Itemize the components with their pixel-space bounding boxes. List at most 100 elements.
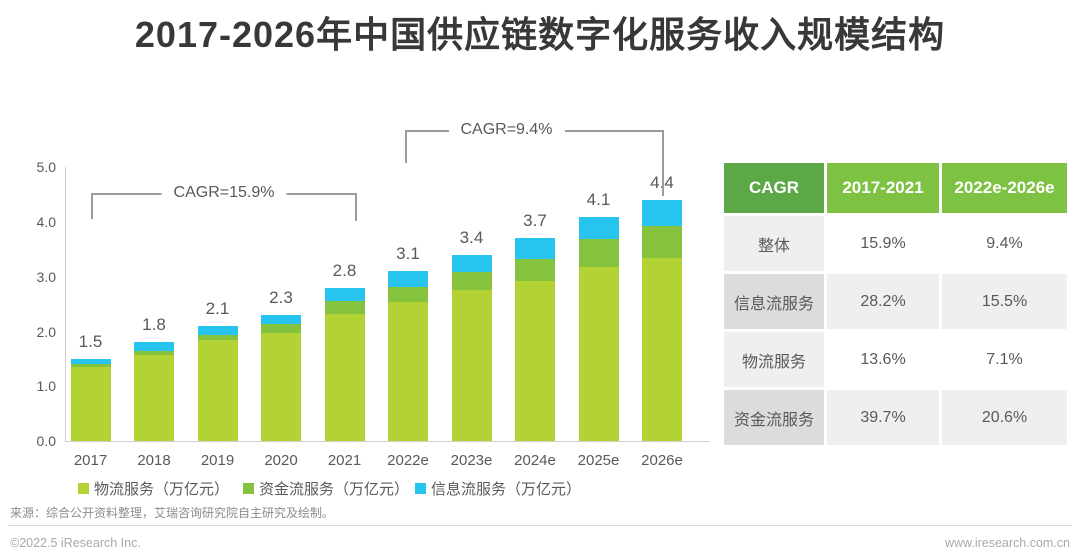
y-axis-line xyxy=(65,167,66,441)
x-axis-label: 2026e xyxy=(641,452,683,469)
table-value-cell: 13.6% xyxy=(827,332,939,387)
bar-value-label: 1.5 xyxy=(78,331,103,351)
bar-segment-logistics xyxy=(515,280,555,441)
x-axis-label: 2021 xyxy=(327,452,362,469)
legend-item: 物流服务（万亿元） xyxy=(78,478,229,499)
y-axis-tick-label: 1.0 xyxy=(36,378,56,395)
footer-copyright: ©2022.5 iResearch Inc. xyxy=(10,536,141,550)
x-axis-label: 2022e xyxy=(387,452,429,469)
bar-segment-information-flow xyxy=(197,326,238,335)
bar-segment-logistics xyxy=(324,314,365,441)
bar-group xyxy=(134,342,174,441)
table-header-cell: 2017-2021 xyxy=(827,163,939,213)
cagr-table: CAGR 2017-2021 2022e-2026e 整体 15.9% 9.4% 信息流服务… xyxy=(724,163,1067,445)
x-axis-label: 2019 xyxy=(200,452,235,469)
bar-value-label: 3.7 xyxy=(523,211,547,231)
bar-segment-logistics xyxy=(261,332,301,441)
bar-segment-logistics xyxy=(642,257,682,441)
table-value-cell: 9.4% xyxy=(942,216,1067,271)
legend-swatch xyxy=(243,483,254,494)
bar-value-label: 3.4 xyxy=(459,227,484,247)
x-axis-label: 2018 xyxy=(137,452,171,469)
bar-group xyxy=(261,315,301,441)
table-value-cell: 15.9% xyxy=(827,216,939,271)
x-axis-label: 2025e xyxy=(577,452,620,469)
bracket-tick xyxy=(355,193,357,221)
bar-segment-capital-flow xyxy=(134,350,174,356)
table-value-cell: 39.7% xyxy=(827,390,939,445)
footer-website: www.iresearch.com.cn xyxy=(944,536,1070,550)
legend-swatch xyxy=(415,483,426,494)
bar-value-label: 2.3 xyxy=(269,288,293,308)
bar-segment-information-flow xyxy=(261,315,301,325)
bracket-tick xyxy=(405,130,407,163)
table-header-cell: CAGR xyxy=(724,163,824,213)
bar-segment-capital-flow xyxy=(261,324,301,333)
bar-group xyxy=(388,271,428,441)
x-axis-line xyxy=(65,441,710,442)
source-note: 来源：综合公开资料整理，艾瑞咨询研究院自主研究及绘制。 xyxy=(10,506,335,520)
legend-item: 资金流服务（万亿元） xyxy=(243,478,409,499)
bar-segment-information-flow xyxy=(70,358,111,365)
y-axis-tick-label: 0.0 xyxy=(36,433,56,449)
bar-value-label: 2.8 xyxy=(332,260,357,280)
table-value-cell: 28.2% xyxy=(827,274,939,329)
bar-value-label: 4.1 xyxy=(586,189,611,209)
y-axis-tick-label: 2.0 xyxy=(36,323,56,340)
legend-label: 资金流服务（万亿元） xyxy=(259,481,410,498)
bar-segment-logistics xyxy=(388,301,428,441)
table-value-cell: 7.1% xyxy=(942,332,1067,387)
bar-value-label: 4.4 xyxy=(627,173,697,193)
bar-value-label: 3.1 xyxy=(396,244,420,264)
bar-segment-logistics xyxy=(578,267,619,441)
bar-segment-capital-flow xyxy=(642,225,682,258)
table-row-label: 物流服务 xyxy=(724,332,824,387)
cagr-bracket-label: CAGR=15.9% xyxy=(161,184,287,202)
bar-segment-logistics xyxy=(70,367,111,441)
y-axis-tick-label: 3.0 xyxy=(36,268,56,285)
cagr-bracket: CAGR=9.4% xyxy=(405,121,664,196)
bar-segment-capital-flow xyxy=(515,258,555,281)
cagr-bracket-label: CAGR=9.4% xyxy=(448,121,565,139)
bar-segment-information-flow xyxy=(451,254,492,272)
page-title: 2017-2026年中国供应链数字化服务收入规模结构 xyxy=(134,14,946,55)
bar-segment-capital-flow xyxy=(578,239,619,268)
bar-segment-information-flow xyxy=(134,342,174,351)
bar-segment-information-flow xyxy=(515,238,555,259)
bar-segment-logistics xyxy=(451,290,492,441)
footer-divider xyxy=(8,525,1072,526)
x-axis-label: 2023e xyxy=(450,452,493,469)
bar-value-label: 1.8 xyxy=(142,315,166,335)
bar-group xyxy=(70,358,111,441)
table-header-cell: 2022e-2026e xyxy=(942,163,1067,213)
table-row-label: 资金流服务 xyxy=(724,390,824,445)
bar-segment-information-flow xyxy=(642,200,682,226)
bracket-tick xyxy=(91,193,93,219)
bar-segment-capital-flow xyxy=(197,334,238,341)
bar-group xyxy=(578,216,619,441)
bar-segment-information-flow xyxy=(578,216,619,240)
bar-group xyxy=(451,254,492,441)
cagr-bracket: CAGR=15.9% xyxy=(91,184,357,221)
bar-segment-information-flow xyxy=(324,287,365,301)
bar-segment-logistics xyxy=(197,340,238,441)
bar-group xyxy=(515,238,555,441)
legend-label: 信息流服务（万亿元） xyxy=(431,481,582,498)
x-axis-label: 2020 xyxy=(264,452,298,469)
bar-group xyxy=(197,326,238,441)
x-axis-label: 2017 xyxy=(73,452,108,469)
table-row-label: 信息流服务 xyxy=(724,274,824,329)
table-value-cell: 20.6% xyxy=(942,390,1067,445)
x-axis-label: 2024e xyxy=(514,452,556,469)
legend-label: 物流服务（万亿元） xyxy=(94,481,230,498)
bar-group xyxy=(642,200,682,441)
legend-item: 信息流服务（万亿元） xyxy=(415,478,581,499)
bar-segment-capital-flow xyxy=(451,271,492,291)
y-axis-tick-label: 4.0 xyxy=(36,214,56,231)
y-axis-tick-label: 5.0 xyxy=(36,159,56,176)
bar-segment-capital-flow xyxy=(324,300,365,314)
bar-group xyxy=(324,287,365,441)
table-row-label: 整体 xyxy=(724,216,824,271)
bar-segment-capital-flow xyxy=(70,364,111,368)
